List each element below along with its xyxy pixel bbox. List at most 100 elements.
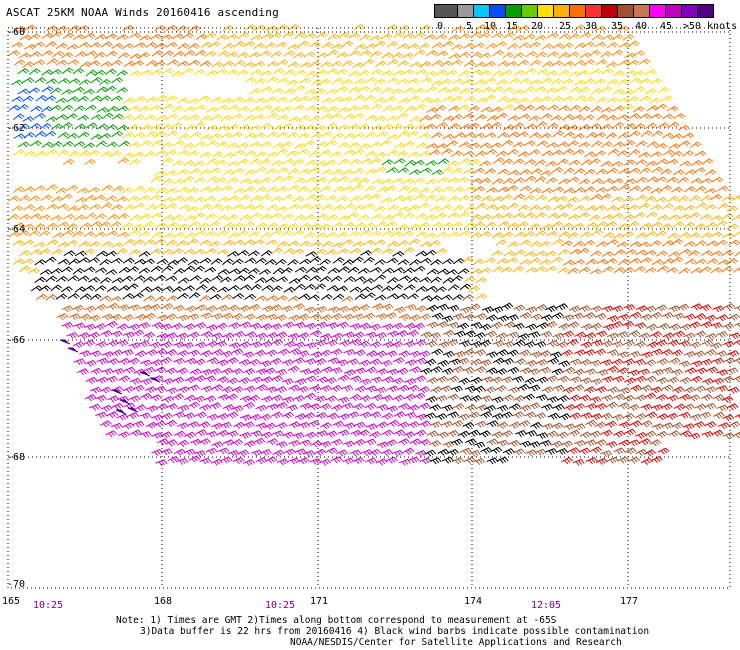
wind-barb	[101, 41, 113, 48]
wind-barb	[104, 85, 117, 93]
wind-barb	[677, 195, 690, 203]
wind-barb	[303, 412, 316, 420]
wind-barb	[217, 50, 230, 57]
wind-barb	[635, 249, 648, 256]
longitude-label: 168	[154, 596, 172, 607]
wind-barb	[396, 112, 409, 120]
wind-barb	[486, 438, 499, 446]
wind-barb	[160, 34, 173, 40]
wind-barb	[717, 259, 730, 266]
wind-barb	[572, 222, 585, 229]
wind-barb	[105, 320, 118, 329]
wind-barb	[308, 95, 321, 102]
wind-barb	[151, 414, 164, 422]
wind-barb	[78, 41, 91, 48]
wind-barb	[325, 377, 337, 385]
wind-barb	[529, 132, 542, 139]
wind-barb	[325, 231, 338, 239]
wind-barb	[605, 440, 618, 449]
wind-barb	[205, 286, 218, 293]
wind-barb	[530, 187, 542, 194]
wind-barb	[579, 195, 592, 202]
wind-barb	[407, 456, 420, 464]
wind-barb	[551, 149, 564, 156]
wind-barb	[451, 275, 463, 282]
wind-barb	[402, 32, 415, 39]
wind-barb	[561, 456, 573, 465]
wind-barb	[404, 105, 417, 113]
wind-barb	[418, 42, 431, 50]
wind-barb	[150, 248, 163, 255]
wind-barb	[370, 266, 383, 273]
wind-barb	[292, 357, 305, 365]
wind-barb	[161, 377, 174, 385]
wind-barb	[253, 114, 266, 120]
wind-barb	[694, 185, 707, 193]
wind-barb	[374, 294, 387, 301]
wind-barb	[319, 349, 332, 357]
legend-swatch	[458, 4, 474, 18]
wind-barb	[409, 259, 421, 266]
wind-barb	[358, 85, 370, 93]
wind-barb	[204, 266, 217, 273]
wind-barb	[211, 203, 223, 210]
wind-barb	[546, 104, 559, 111]
wind-barb	[210, 422, 223, 430]
wind-barb	[66, 184, 79, 192]
wind-barb	[584, 151, 596, 158]
wind-barb	[117, 212, 130, 220]
wind-barb	[638, 438, 651, 446]
wind-barb	[458, 195, 471, 202]
wind-barb	[165, 149, 177, 157]
wind-barb	[712, 357, 724, 365]
wind-barb	[382, 267, 395, 274]
wind-barb	[45, 78, 58, 85]
wind-barb	[583, 96, 596, 103]
wind-barb	[74, 286, 87, 293]
wind-barb	[468, 449, 481, 457]
wind-barb	[503, 250, 516, 257]
wind-barb	[666, 267, 679, 274]
wind-barb	[458, 32, 471, 40]
wind-barb	[33, 205, 46, 212]
wind-barb	[22, 239, 35, 246]
wind-barb	[451, 113, 463, 121]
wind-barb	[161, 248, 174, 256]
wind-barb	[418, 420, 431, 428]
wind-barb	[678, 232, 691, 238]
wind-barb	[150, 175, 163, 183]
wind-barb	[398, 458, 411, 466]
wind-barb	[535, 303, 548, 312]
wind-barb	[149, 341, 162, 349]
wind-barb	[723, 303, 736, 311]
wind-barb	[606, 239, 619, 246]
wind-barb	[187, 259, 200, 266]
wind-barb	[132, 384, 145, 392]
wind-barb	[128, 105, 141, 112]
wind-barb	[325, 395, 338, 403]
wind-barb	[76, 187, 89, 194]
wind-barb	[111, 204, 124, 211]
wind-barb	[314, 448, 327, 456]
wind-barb	[24, 43, 36, 50]
wind-barb	[441, 222, 454, 228]
wind-barb	[638, 241, 651, 248]
wind-barb	[452, 294, 464, 301]
wind-barb	[562, 95, 575, 102]
wind-barb	[699, 304, 712, 312]
wind-barb	[539, 350, 552, 358]
wind-barb	[199, 404, 212, 412]
wind-barb	[238, 358, 251, 367]
wind-barb	[678, 340, 691, 348]
wind-barb	[451, 420, 464, 428]
wind-barb	[304, 322, 317, 330]
wind-barb	[585, 131, 598, 139]
wind-barb	[101, 313, 114, 321]
wind-barb	[255, 186, 267, 193]
wind-barb	[661, 311, 674, 320]
wind-barb	[489, 121, 502, 129]
wind-barb	[173, 411, 186, 419]
wind-barb	[628, 130, 641, 138]
wind-barb	[611, 320, 624, 329]
wind-barb	[161, 141, 173, 149]
